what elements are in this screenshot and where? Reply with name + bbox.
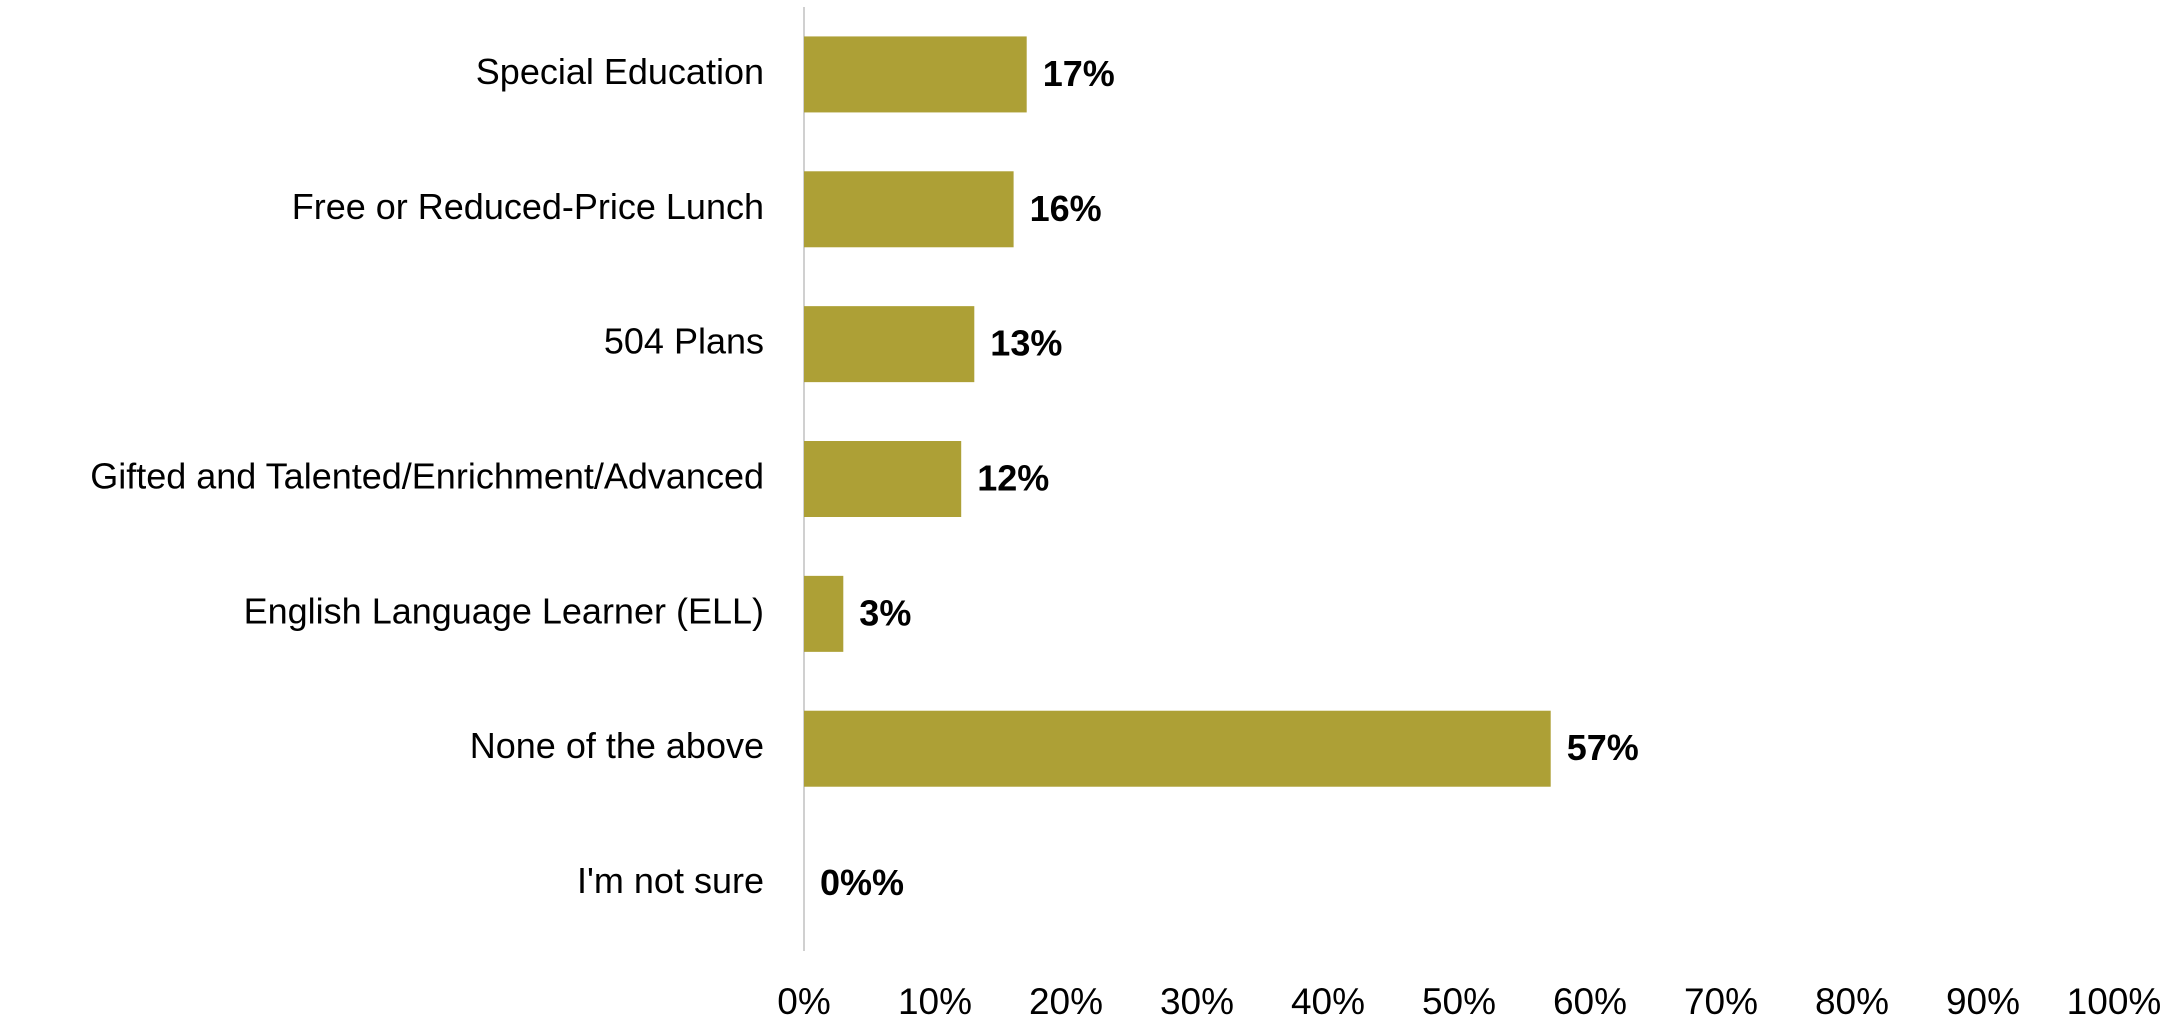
y-tick-label: Special Education: [476, 51, 764, 92]
bar: [804, 575, 844, 652]
x-tick-label: 60%: [1553, 981, 1627, 1022]
data-label: 12%: [977, 458, 1049, 499]
data-label: 57%: [1567, 727, 1639, 768]
x-tick-label: 100%: [2067, 981, 2162, 1022]
data-label: 13%: [990, 323, 1062, 364]
bar: [804, 441, 962, 517]
bar: [804, 710, 1551, 787]
data-label: 0%%: [820, 862, 904, 903]
y-tick-label: I'm not sure: [577, 860, 764, 901]
x-tick-label: 80%: [1815, 981, 1889, 1022]
bar: [804, 306, 975, 383]
data-label: 16%: [1030, 188, 1102, 229]
x-tick-label: 0%: [777, 981, 830, 1022]
y-tick-label: Gifted and Talented/Enrichment/Advanced: [90, 456, 764, 497]
data-label: 3%: [859, 592, 911, 633]
data-label: 17%: [1043, 53, 1115, 94]
x-tick-label: 50%: [1422, 981, 1496, 1022]
x-tick-label: 70%: [1684, 981, 1758, 1022]
y-tick-label: English Language Learner (ELL): [244, 590, 764, 631]
x-tick-label: 30%: [1160, 981, 1234, 1022]
y-tick-label: Free or Reduced-Price Lunch: [292, 186, 764, 227]
y-tick-label: 504 Plans: [604, 321, 764, 362]
x-tick-label: 90%: [1946, 981, 2020, 1022]
bar: [804, 171, 1014, 248]
y-tick-label: None of the above: [470, 725, 764, 766]
bar: [804, 36, 1027, 113]
x-tick-label: 20%: [1029, 981, 1103, 1022]
x-tick-label: 40%: [1291, 981, 1365, 1022]
x-tick-label: 10%: [898, 981, 972, 1022]
